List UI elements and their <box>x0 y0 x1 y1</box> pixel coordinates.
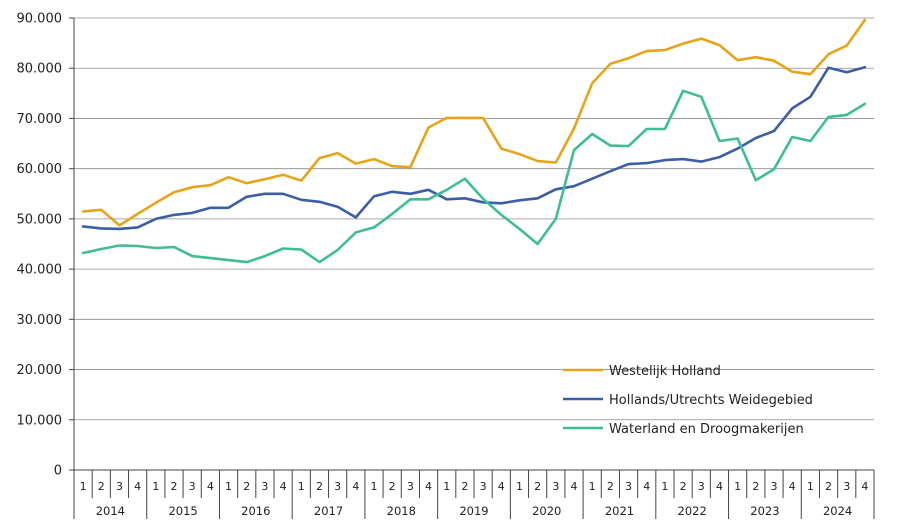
quarter-label: 1 <box>734 480 741 493</box>
year-label: 2014 <box>96 504 125 518</box>
quarter-label: 3 <box>334 480 341 493</box>
year-label: 2015 <box>168 504 197 518</box>
y-tick-label: 0 <box>54 464 62 479</box>
quarter-label: 2 <box>98 480 105 493</box>
y-tick-label: 90.000 <box>17 12 63 27</box>
quarter-label: 2 <box>389 480 396 493</box>
year-label: 2022 <box>678 504 707 518</box>
quarter-label: 1 <box>443 480 450 493</box>
quarter-label: 2 <box>680 480 687 493</box>
y-tick-label: 60.000 <box>17 162 63 177</box>
quarter-label: 2 <box>243 480 250 493</box>
quarter-label: 1 <box>807 480 814 493</box>
quarter-label: 4 <box>280 480 287 493</box>
quarter-label: 4 <box>571 480 578 493</box>
year-label: 2024 <box>823 504 852 518</box>
quarter-label: 3 <box>698 480 705 493</box>
y-tick-label: 80.000 <box>17 62 63 77</box>
legend-label-1: Hollands/Utrechts Weidegebied <box>609 393 813 408</box>
quarter-label: 1 <box>80 480 87 493</box>
quarter-label: 2 <box>461 480 468 493</box>
year-label: 2021 <box>605 504 634 518</box>
series-line-0 <box>81 18 867 227</box>
y-tick-label: 70.000 <box>17 112 63 127</box>
quarter-label: 4 <box>716 480 723 493</box>
quarter-label: 3 <box>625 480 632 493</box>
quarter-label: 1 <box>371 480 378 493</box>
quarter-label: 1 <box>225 480 232 493</box>
y-tick-label: 30.000 <box>17 313 63 328</box>
quarter-label: 4 <box>425 480 432 493</box>
quarter-label: 3 <box>407 480 414 493</box>
quarter-label: 3 <box>843 480 850 493</box>
series-line-1 <box>81 65 867 231</box>
quarter-label: 2 <box>534 480 541 493</box>
y-axis: 0 10.000 20.000 30.000 40.000 50.000 60.000 70.… <box>17 12 75 479</box>
legend-label-2: Waterland en Droogmakerijen <box>609 422 804 437</box>
quarter-label: 2 <box>825 480 832 493</box>
y-tick-label: 40.000 <box>17 263 63 278</box>
quarter-label: 3 <box>261 480 268 493</box>
quarter-label: 4 <box>861 480 868 493</box>
quarter-label: 4 <box>498 480 505 493</box>
quarter-label: 3 <box>480 480 487 493</box>
quarter-label: 1 <box>298 480 305 493</box>
year-label: 2017 <box>314 504 343 518</box>
year-label: 2018 <box>387 504 416 518</box>
y-tick-label: 20.000 <box>17 363 63 378</box>
quarter-label: 3 <box>116 480 123 493</box>
quarter-label: 1 <box>516 480 523 493</box>
quarter-label: 1 <box>589 480 596 493</box>
quarter-label: 2 <box>752 480 759 493</box>
quarter-label: 1 <box>661 480 668 493</box>
quarter-label: 3 <box>552 480 559 493</box>
year-label: 2019 <box>459 504 488 518</box>
year-label: 2016 <box>241 504 270 518</box>
quarter-label: 1 <box>152 480 159 493</box>
quarter-label: 3 <box>189 480 196 493</box>
y-tick-label: 50.000 <box>17 212 63 227</box>
legend: Westelijk Holland Hollands/Utrechts Weide… <box>563 364 813 437</box>
gridlines <box>74 17 874 421</box>
quarter-label: 4 <box>134 480 141 493</box>
series-line-2 <box>81 89 867 264</box>
quarter-label: 2 <box>607 480 614 493</box>
quarter-label: 2 <box>171 480 178 493</box>
quarter-label: 4 <box>643 480 650 493</box>
quarter-label: 4 <box>207 480 214 493</box>
year-label: 2023 <box>750 504 779 518</box>
y-tick-label: 10.000 <box>17 413 63 428</box>
year-label: 2020 <box>532 504 561 518</box>
quarter-label: 4 <box>789 480 796 493</box>
quarter-label: 2 <box>316 480 323 493</box>
legend-label-0: Westelijk Holland <box>609 364 721 379</box>
quarter-label: 3 <box>771 480 778 493</box>
series-lines <box>81 18 867 264</box>
quarter-label: 4 <box>352 480 359 493</box>
